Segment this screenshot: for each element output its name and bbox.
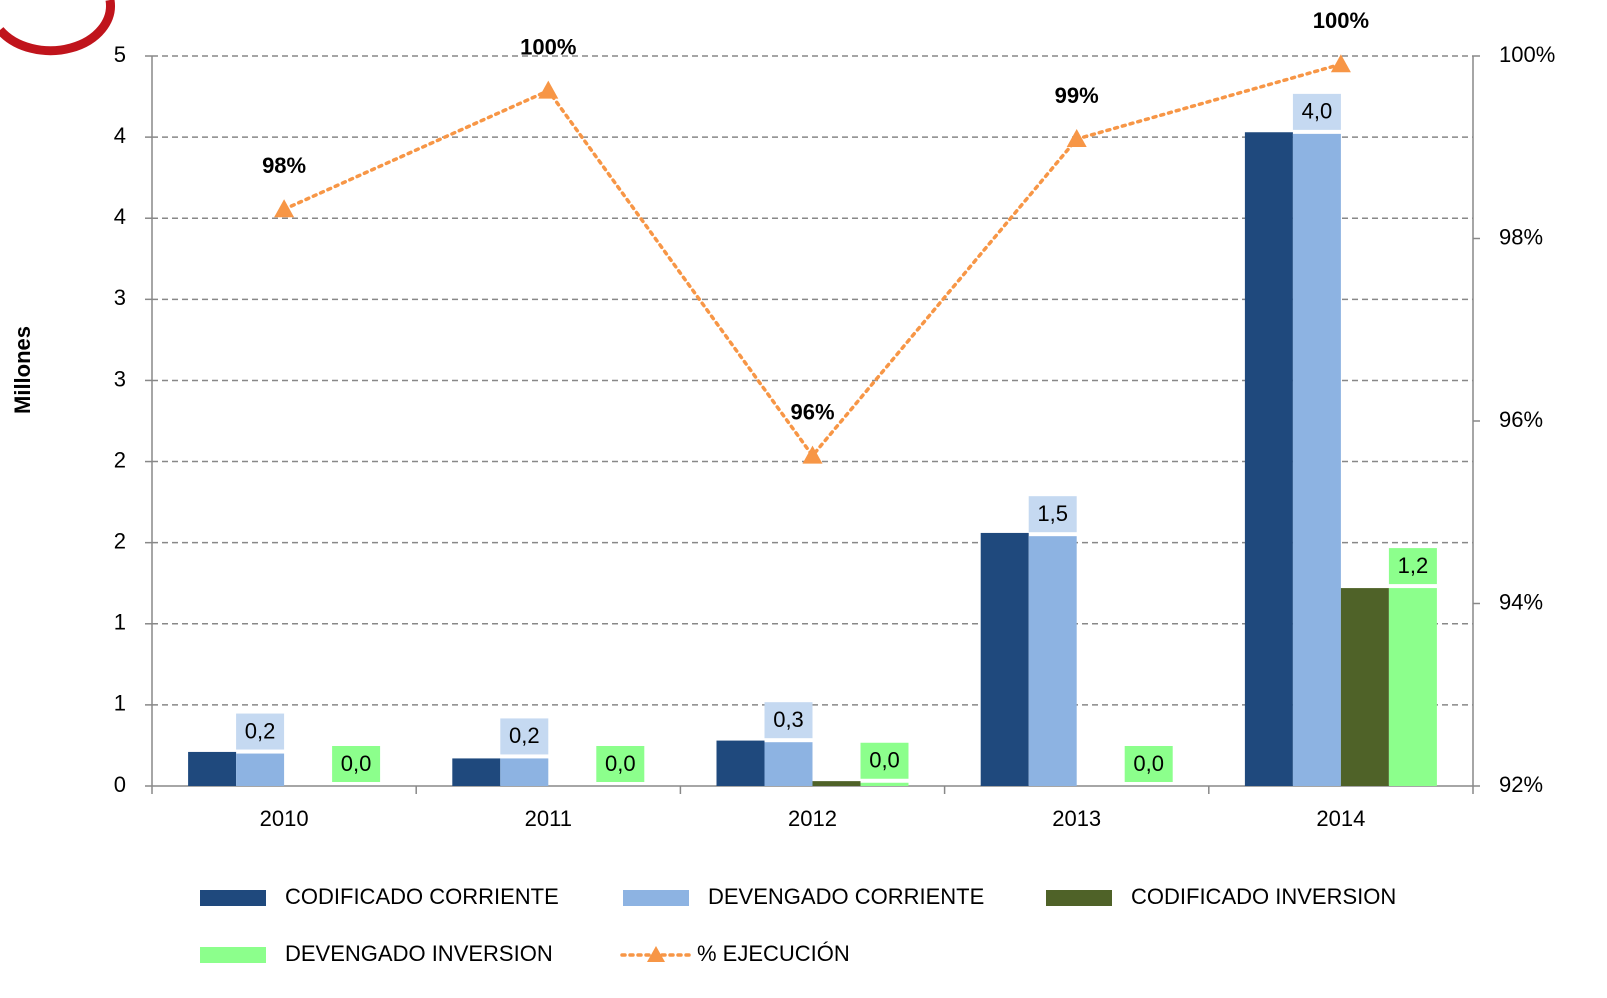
data-label-box [500, 718, 549, 755]
bar [1028, 536, 1077, 786]
legend-label: CODIFICADO CORRIENTE [285, 884, 559, 909]
data-label: 96% [790, 399, 834, 424]
y-tick-label: 3 [114, 285, 126, 310]
bar [500, 758, 549, 786]
data-label: 0,0 [1133, 751, 1164, 776]
legend-swatch [1046, 890, 1112, 906]
y-tick-label: 4 [114, 123, 126, 148]
data-label-box [1388, 548, 1437, 585]
x-tick-label: 2010 [260, 806, 309, 831]
bar [1292, 133, 1341, 786]
bar [1244, 132, 1293, 786]
logo [0, 0, 115, 56]
data-label: 0,0 [341, 751, 372, 776]
data-label: 100% [520, 34, 576, 59]
y2-tick-label: 100% [1499, 42, 1555, 67]
bar [716, 740, 765, 786]
line-marker [274, 199, 295, 218]
data-label-box [764, 702, 813, 739]
y-tick-label: 2 [114, 528, 126, 553]
x-tick-label: 2011 [525, 806, 572, 831]
legend-label: CODIFICADO INVERSION [1131, 884, 1396, 909]
x-tick-label: 2014 [1316, 806, 1365, 831]
data-label-box [1292, 93, 1341, 130]
line-marker [1330, 54, 1351, 73]
data-label: 99% [1055, 83, 1099, 108]
bar [188, 751, 237, 786]
bar [980, 532, 1029, 786]
line [282, 62, 1343, 459]
data-label-box [860, 742, 909, 779]
data-label-box [1028, 496, 1077, 533]
legend-label: % EJECUCIÓN [697, 941, 850, 966]
legend-swatch [200, 890, 266, 906]
y-tick-label: 1 [114, 691, 126, 716]
bar [764, 742, 813, 786]
y2-tick-label: 92% [1499, 772, 1543, 797]
data-label: 4,0 [1302, 99, 1333, 124]
bar [860, 782, 909, 786]
data-label: 98% [262, 153, 306, 178]
y-tick-label: 0 [114, 772, 126, 797]
y-axis-label: Millones [10, 326, 35, 414]
legend-label: DEVENGADO INVERSION [285, 941, 553, 966]
line-marker [802, 445, 823, 464]
data-label: 0,0 [869, 748, 900, 773]
line-marker [1066, 129, 1087, 148]
y2-tick-label: 98% [1499, 224, 1543, 249]
y-tick-label: 3 [114, 366, 126, 391]
data-label: 0,2 [245, 718, 276, 743]
data-label-box [596, 746, 645, 782]
line-marker [538, 80, 559, 99]
data-label-box [1124, 746, 1173, 782]
bar [812, 781, 861, 786]
data-label-box [332, 746, 381, 782]
data-label: 1,5 [1037, 501, 1068, 526]
data-label: 0,3 [773, 707, 804, 732]
legend-label: DEVENGADO CORRIENTE [708, 884, 984, 909]
y2-tick-label: 94% [1499, 589, 1543, 614]
bar [1340, 588, 1389, 786]
data-label: 0,2 [509, 723, 540, 748]
y-tick-label: 4 [114, 204, 126, 229]
y-tick-label: 1 [114, 610, 126, 635]
bar [236, 753, 285, 786]
data-label-box [236, 713, 285, 750]
data-label: 1,2 [1398, 553, 1429, 578]
x-tick-label: 2013 [1052, 806, 1101, 831]
legend-swatch [200, 947, 266, 963]
y-tick-label: 5 [114, 42, 126, 67]
y2-tick-label: 96% [1499, 407, 1543, 432]
x-tick-label: 2012 [788, 806, 837, 831]
y-tick-label: 2 [114, 447, 126, 472]
data-label: 100% [1313, 8, 1369, 33]
legend-marker [647, 946, 665, 962]
bar [452, 758, 501, 786]
data-label: 0,0 [605, 751, 636, 776]
legend-swatch [623, 890, 689, 906]
bar [1388, 588, 1437, 786]
